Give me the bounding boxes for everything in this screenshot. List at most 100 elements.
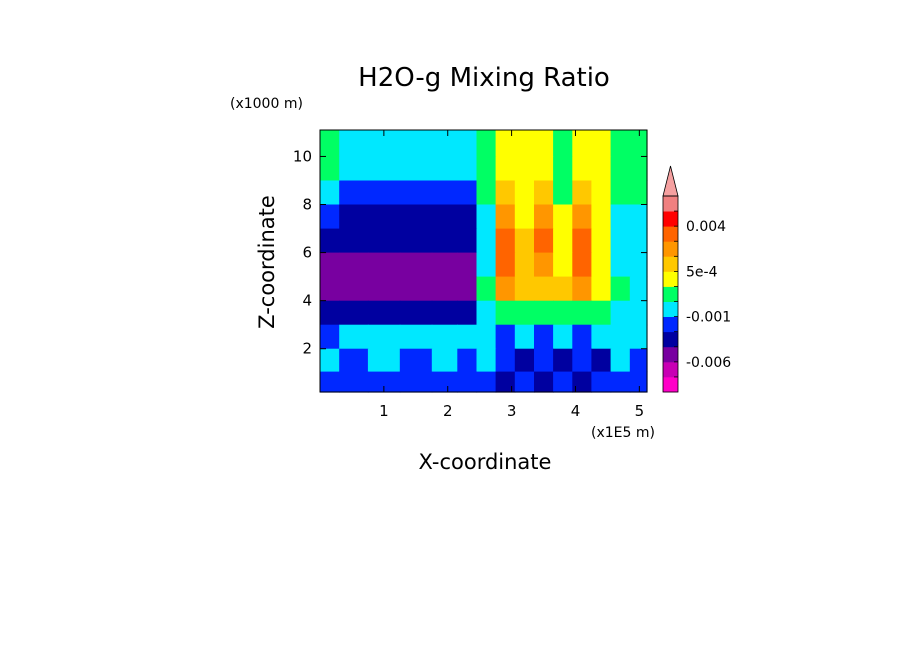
field-cell: [629, 324, 648, 350]
field-cell: [476, 180, 497, 206]
plot-area: [319, 129, 648, 393]
colorbar-band: [663, 286, 678, 302]
field-cell: [553, 228, 573, 254]
field-cell: [572, 371, 593, 393]
field-cell: [591, 348, 612, 373]
field-cell: [367, 180, 401, 206]
field-cell: [339, 371, 369, 393]
field-cell: [339, 130, 369, 157]
field-cell: [572, 252, 593, 278]
field-cell: [476, 324, 497, 350]
field-cell: [367, 300, 401, 326]
field-cell: [367, 228, 401, 254]
field-cell: [399, 348, 433, 373]
field-cell: [495, 276, 516, 302]
field-cell: [476, 204, 497, 230]
field-cell: [514, 252, 535, 278]
field-cell: [457, 276, 478, 302]
field-cell: [431, 324, 458, 350]
plot-frame: [319, 129, 648, 393]
field-cell: [629, 371, 648, 393]
field-cell: [514, 348, 535, 373]
field-cell: [367, 204, 401, 230]
colorbar-band: [663, 316, 678, 333]
field-cell: [591, 300, 612, 326]
colorbar-band: [663, 331, 678, 348]
field-cell: [339, 228, 369, 254]
field-cell: [457, 324, 478, 350]
field-cell: [629, 228, 648, 254]
field-cell: [476, 228, 497, 254]
field-cell: [399, 204, 433, 230]
field-cell: [399, 156, 433, 181]
y-axis: 2 4 6 8 10: [293, 147, 647, 358]
field-cell: [534, 130, 554, 157]
field-cell: [514, 371, 535, 393]
field-cell: [591, 130, 612, 157]
field-cell: [591, 276, 612, 302]
field-cell: [610, 180, 631, 206]
field-cell: [320, 130, 340, 157]
field-cell: [629, 204, 648, 230]
field-cell: [431, 180, 458, 206]
field-cell: [553, 130, 573, 157]
field-cell: [629, 276, 648, 302]
colorbar-label: 0.004: [686, 219, 726, 235]
field-cell: [514, 276, 535, 302]
field-cell: [367, 371, 401, 393]
field-cell: [399, 324, 433, 350]
colorbar-band: [663, 271, 678, 287]
field-cell: [572, 324, 593, 350]
field-cell: [572, 156, 593, 181]
field-cell: [572, 300, 593, 326]
field-cell: [495, 324, 516, 350]
colorbar-band: [663, 196, 678, 212]
chart-title: H2O-g Mixing Ratio: [358, 63, 610, 93]
field-cell: [591, 228, 612, 254]
field-cell: [339, 204, 369, 230]
field-cell: [339, 324, 369, 350]
field-cell: [495, 156, 516, 181]
field-cell: [457, 228, 478, 254]
field-cell: [553, 371, 573, 393]
field-cell: [591, 180, 612, 206]
field-cell: [534, 348, 554, 373]
field-cell: [320, 371, 340, 393]
x-axis-title: X-coordinate: [419, 450, 552, 474]
y-axis-title: Z-coordinate: [255, 195, 279, 329]
field-cell: [431, 130, 458, 157]
colorbar-label: -0.001: [686, 310, 731, 326]
y-tick-label: 8: [302, 196, 312, 214]
field-cell: [320, 228, 340, 254]
field-cell: [610, 276, 631, 302]
field-cell: [495, 348, 516, 373]
field-cell: [629, 252, 648, 278]
field-cell: [457, 252, 478, 278]
field-cell: [534, 204, 554, 230]
field-cell: [572, 180, 593, 206]
field-cell: [367, 348, 401, 373]
field-cell: [476, 252, 497, 278]
field-cell: [610, 300, 631, 326]
field-cell: [457, 371, 478, 393]
field-cell: [457, 180, 478, 206]
field-cell: [514, 180, 535, 206]
field-cell: [553, 276, 573, 302]
colorbar-band: [663, 361, 678, 378]
field-cell: [339, 156, 369, 181]
field-cell: [431, 371, 458, 393]
field-cell: [553, 348, 573, 373]
x-axis: 1 2 3 4 5: [379, 130, 644, 420]
field-cell: [320, 204, 340, 230]
colorbar-band: [663, 346, 678, 363]
field-cell: [367, 156, 401, 181]
field-cell: [572, 348, 593, 373]
field-cell: [591, 371, 612, 393]
field-cell: [495, 204, 516, 230]
field-cell: [431, 276, 458, 302]
colorbar-band: [663, 301, 678, 317]
field-cell: [553, 156, 573, 181]
colorbar: 0.004 5e-4 -0.001 -0.006: [662, 165, 731, 393]
field-cell: [457, 348, 478, 373]
field-cell: [476, 300, 497, 326]
